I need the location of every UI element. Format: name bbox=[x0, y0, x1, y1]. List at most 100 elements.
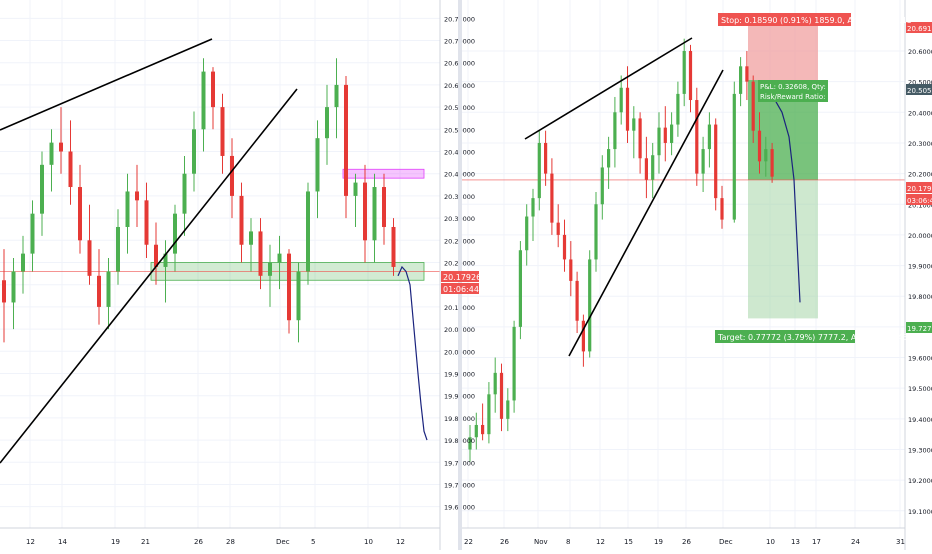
left-candle-body bbox=[68, 151, 73, 188]
right-candle-body bbox=[499, 372, 504, 419]
right-candle-body bbox=[506, 400, 510, 419]
left-candle-body bbox=[163, 253, 168, 267]
left-panel-candles bbox=[2, 58, 396, 343]
right-candle-body bbox=[770, 149, 774, 177]
left-candle-body bbox=[211, 71, 215, 108]
left-rising-trendline[interactable] bbox=[0, 88, 298, 464]
right-y-tick-label: 19.60000 bbox=[908, 355, 932, 363]
right-y-tick-label: 19.90000 bbox=[908, 263, 932, 271]
right-candle-body bbox=[537, 142, 541, 199]
left-x-tick-label: 21 bbox=[141, 538, 150, 546]
right-candle-body bbox=[525, 216, 529, 251]
right-candle-body bbox=[657, 127, 661, 156]
right-candle-body bbox=[644, 158, 648, 180]
left-candle-body bbox=[249, 231, 253, 245]
left-candle-body bbox=[268, 262, 272, 276]
right-candle-body bbox=[569, 259, 573, 281]
right-candle-body bbox=[493, 372, 497, 395]
left-candle-body bbox=[144, 200, 149, 245]
left-candle-body bbox=[363, 182, 367, 241]
left-candle-body bbox=[59, 142, 63, 152]
left-candle-body bbox=[116, 226, 120, 272]
right-y-tick-label: 20.00000 bbox=[908, 232, 932, 240]
right-y-tick-label: 19.10000 bbox=[908, 508, 932, 516]
left-x-tick-label: 26 bbox=[194, 538, 203, 546]
left-x-tick-label: 19 bbox=[111, 538, 120, 546]
right-candle-body bbox=[764, 149, 768, 162]
left-candle-body bbox=[2, 280, 6, 303]
risk-reward-text: Risk/Reward Ratio: 4.18 bbox=[760, 93, 843, 101]
left-candle-body bbox=[287, 253, 291, 321]
left-upper-trendline[interactable] bbox=[0, 38, 213, 131]
left-candle-body bbox=[391, 226, 396, 267]
stop-loss-zone[interactable] bbox=[748, 23, 818, 80]
right-candle-body bbox=[739, 66, 743, 94]
right-y-tick-label: 20.30000 bbox=[908, 140, 932, 148]
right-candle-body bbox=[518, 250, 522, 327]
right-target-price-label: 19.72762 bbox=[906, 322, 932, 333]
right-x-tick-label: 26 bbox=[500, 538, 509, 546]
left-candle-body bbox=[97, 275, 101, 307]
right-projection-path[interactable] bbox=[774, 99, 801, 303]
right-candle-body bbox=[512, 326, 516, 401]
right-rising-trendline[interactable] bbox=[568, 69, 724, 357]
left-projection-path[interactable] bbox=[397, 265, 428, 441]
left-candle-body bbox=[106, 271, 111, 307]
target-info-text: Target: 0.77772 (3.79%) 7777.2, Amount: … bbox=[717, 333, 921, 342]
stop-info-text: Stop: 0.18590 (0.91%) 1859.0, Amount: 75… bbox=[721, 16, 912, 25]
left-x-tick-label: 12 bbox=[396, 538, 405, 546]
right-candle-body bbox=[632, 118, 636, 131]
right-x-tick-label: 12 bbox=[596, 538, 605, 546]
right-target-price-text: 19.72762 bbox=[907, 325, 932, 333]
right-x-tick-label: Nov bbox=[534, 538, 548, 546]
right-x-tick-label: 15 bbox=[624, 538, 633, 546]
right-candle-body bbox=[695, 100, 699, 174]
right-candle-body bbox=[607, 149, 611, 168]
target-zone[interactable] bbox=[748, 179, 818, 319]
right-candle-body bbox=[651, 155, 655, 180]
left-candle-body bbox=[173, 213, 177, 254]
right-candle-body bbox=[663, 127, 667, 143]
right-candle-body bbox=[707, 124, 711, 150]
left-price-label: 20.17926 01:06:44 bbox=[441, 271, 481, 294]
right-x-tick-label: 22 bbox=[464, 538, 473, 546]
right-candle-body bbox=[720, 198, 724, 220]
left-x-tick-label: 10 bbox=[364, 538, 373, 546]
right-candle-body bbox=[670, 124, 674, 143]
right-x-tick-label: 8 bbox=[566, 538, 570, 546]
right-candle-body bbox=[562, 234, 567, 260]
left-candle-body bbox=[382, 187, 386, 227]
right-candle-body bbox=[544, 142, 548, 174]
left-candle-body bbox=[135, 191, 139, 201]
right-candle-body bbox=[701, 149, 705, 174]
right-x-tick-label: 17 bbox=[812, 538, 821, 546]
left-candle-body bbox=[353, 182, 358, 196]
right-x-tick-label: 13 bbox=[791, 538, 800, 546]
pnl-info-box[interactable]: P&L: 0.32608, Qty: 1344 Risk/Reward Rati… bbox=[758, 80, 846, 102]
right-y-tick-label: 19.20000 bbox=[908, 477, 932, 485]
right-current-price-text: 20.17926 bbox=[907, 185, 932, 193]
right-candle-body bbox=[575, 280, 579, 321]
stop-info-box[interactable]: Stop: 0.18590 (0.91%) 1859.0, Amount: 75… bbox=[718, 13, 912, 26]
right-candle-body bbox=[556, 222, 560, 235]
right-candle-body bbox=[613, 112, 617, 150]
right-y-tick-label: 19.40000 bbox=[908, 416, 932, 424]
target-info-box[interactable]: Target: 0.77772 (3.79%) 7777.2, Amount: … bbox=[715, 330, 921, 343]
right-candle-body bbox=[688, 50, 693, 101]
right-candle-body bbox=[481, 424, 485, 435]
right-stop-price-text: 20.69124 bbox=[907, 25, 932, 33]
right-candle-body bbox=[625, 87, 630, 131]
right-candle-body bbox=[751, 81, 755, 131]
right-x-tick-label: 24 bbox=[851, 538, 860, 546]
left-x-tick-label: 28 bbox=[226, 538, 235, 546]
right-upper-trendline[interactable] bbox=[524, 37, 693, 140]
left-candle-body bbox=[78, 187, 82, 241]
right-x-tick-label: 10 bbox=[766, 538, 775, 546]
right-entry-price-label: 20.50534 bbox=[906, 84, 932, 95]
left-candle-body bbox=[201, 71, 206, 130]
left-x-tick-label: Dec bbox=[276, 538, 290, 546]
right-y-tick-label: 20.20000 bbox=[908, 171, 932, 179]
left-candle-body bbox=[125, 191, 130, 227]
right-candle-body bbox=[581, 320, 585, 352]
